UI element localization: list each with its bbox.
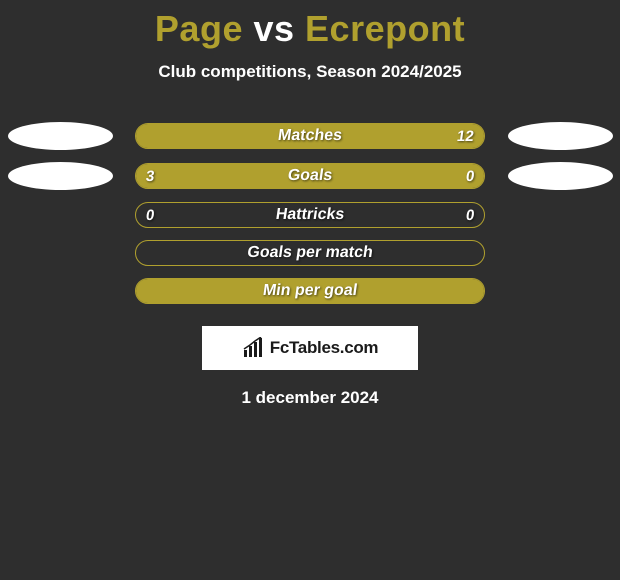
left-ellipse — [8, 162, 113, 190]
stat-label: Goals per match — [246, 244, 374, 262]
stat-bar: Goals per match — [135, 240, 485, 266]
right-ellipse — [508, 162, 613, 190]
vs-text: vs — [253, 8, 294, 49]
stat-bar: Min per goal — [135, 278, 485, 304]
left-ellipse — [8, 122, 113, 150]
brand-text: FcTables.com — [270, 338, 379, 358]
stat-value-right: 12 — [456, 128, 475, 145]
stat-label: Matches — [277, 127, 344, 145]
right-ellipse — [495, 291, 620, 292]
date-label: 1 december 2024 — [241, 388, 378, 408]
chart-icon — [242, 337, 264, 359]
stats-grid: Matches123Goals00Hattricks0Goals per mat… — [0, 122, 620, 304]
stat-label: Min per goal — [262, 282, 359, 300]
stat-value-right: 0 — [464, 168, 475, 185]
player2-name: Ecrepont — [305, 8, 465, 49]
stat-bar: Matches 12 — [135, 123, 485, 149]
right-ellipse — [495, 215, 620, 216]
left-ellipse — [0, 215, 125, 216]
stat-value-left: 0 — [145, 207, 156, 224]
stat-label: Hattricks — [274, 206, 345, 224]
comparison-title: Page vs Ecrepont — [155, 8, 465, 50]
stat-fill-left — [136, 164, 404, 188]
stat-bar: 3Goals0 — [135, 163, 485, 189]
stat-bar: 0 Hattricks 0 — [135, 202, 485, 228]
stat-label: Goals — [287, 167, 334, 185]
left-ellipse — [0, 291, 125, 292]
subtitle: Club competitions, Season 2024/2025 — [158, 62, 461, 82]
right-ellipse — [495, 253, 620, 254]
stat-value-right: 0 — [464, 207, 475, 224]
left-ellipse — [0, 253, 125, 254]
player1-name: Page — [155, 8, 243, 49]
brand-box[interactable]: FcTables.com — [202, 326, 418, 370]
right-ellipse — [508, 122, 613, 150]
